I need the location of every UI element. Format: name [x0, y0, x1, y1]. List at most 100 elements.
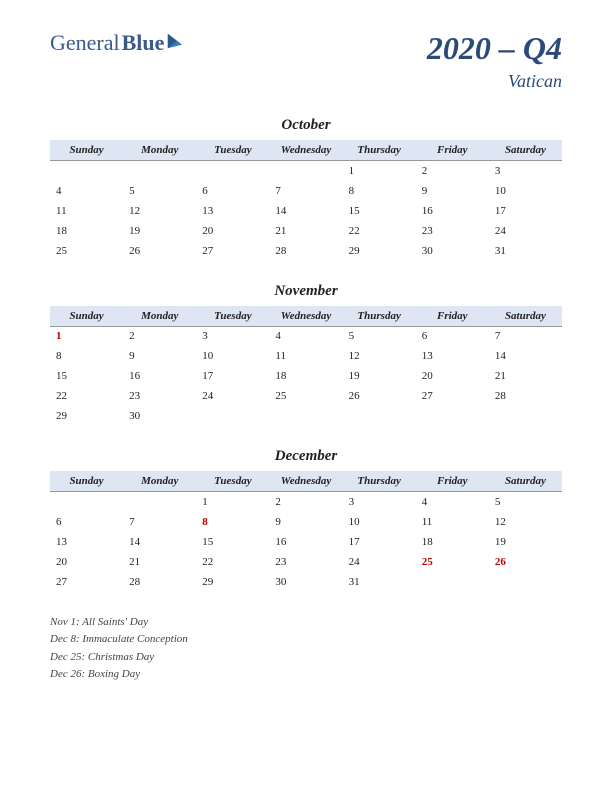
calendar-table: SundayMondayTuesdayWednesdayThursdayFrid…	[50, 140, 562, 261]
day-header: Saturday	[489, 306, 562, 327]
month-block: OctoberSundayMondayTuesdayWednesdayThurs…	[50, 117, 562, 261]
day-cell: 30	[416, 241, 489, 261]
table-row: 2728293031	[50, 572, 562, 592]
day-cell: 17	[196, 366, 269, 386]
logo-text-blue: Blue	[122, 30, 165, 56]
day-header: Thursday	[343, 140, 416, 161]
day-cell: 28	[489, 386, 562, 406]
month-name: November	[50, 283, 562, 300]
holiday-note: Nov 1: All Saints' Day	[50, 614, 562, 632]
logo: General Blue	[50, 30, 184, 56]
day-cell: 16	[123, 366, 196, 386]
day-cell: 30	[123, 406, 196, 426]
day-cell: 27	[416, 386, 489, 406]
day-cell: 25	[416, 552, 489, 572]
day-cell: 26	[489, 552, 562, 572]
day-cell: 8	[343, 181, 416, 201]
holiday-note: Dec 25: Christmas Day	[50, 649, 562, 667]
day-cell: 11	[416, 512, 489, 532]
day-cell: 1	[196, 492, 269, 512]
day-cell: 21	[489, 366, 562, 386]
day-cell: 9	[416, 181, 489, 201]
holiday-note: Dec 8: Immaculate Conception	[50, 631, 562, 649]
day-cell	[269, 161, 342, 181]
holiday-note: Dec 26: Boxing Day	[50, 666, 562, 684]
day-cell	[343, 406, 416, 426]
day-cell: 2	[416, 161, 489, 181]
day-cell: 14	[269, 201, 342, 221]
day-header: Wednesday	[269, 306, 342, 327]
day-cell	[489, 572, 562, 592]
day-cell: 24	[196, 386, 269, 406]
day-cell: 8	[196, 512, 269, 532]
day-cell: 20	[196, 221, 269, 241]
day-cell: 15	[50, 366, 123, 386]
table-row: 1234567	[50, 326, 562, 346]
day-cell: 16	[269, 532, 342, 552]
day-cell: 14	[489, 346, 562, 366]
day-cell: 9	[269, 512, 342, 532]
day-cell: 21	[269, 221, 342, 241]
day-header: Tuesday	[196, 306, 269, 327]
day-cell: 8	[50, 346, 123, 366]
logo-text-general: General	[50, 30, 120, 56]
table-row: 891011121314	[50, 346, 562, 366]
day-cell: 7	[489, 326, 562, 346]
day-cell: 17	[343, 532, 416, 552]
day-cell: 19	[343, 366, 416, 386]
table-row: 20212223242526	[50, 552, 562, 572]
day-cell: 5	[123, 181, 196, 201]
month-name: December	[50, 448, 562, 465]
day-cell: 25	[50, 241, 123, 261]
table-row: 123	[50, 161, 562, 181]
day-cell: 6	[416, 326, 489, 346]
day-cell: 20	[416, 366, 489, 386]
table-row: 12345	[50, 492, 562, 512]
day-cell: 23	[269, 552, 342, 572]
table-row: 45678910	[50, 181, 562, 201]
day-cell: 12	[343, 346, 416, 366]
day-cell	[416, 406, 489, 426]
day-cell: 21	[123, 552, 196, 572]
day-cell	[50, 161, 123, 181]
day-cell: 30	[269, 572, 342, 592]
day-cell: 29	[196, 572, 269, 592]
table-row: 6789101112	[50, 512, 562, 532]
day-cell: 4	[50, 181, 123, 201]
day-cell: 10	[489, 181, 562, 201]
day-header: Tuesday	[196, 471, 269, 492]
day-header: Monday	[123, 140, 196, 161]
month-block: DecemberSundayMondayTuesdayWednesdayThur…	[50, 448, 562, 592]
day-header: Tuesday	[196, 140, 269, 161]
table-row: 13141516171819	[50, 532, 562, 552]
day-cell	[416, 572, 489, 592]
day-header: Friday	[416, 140, 489, 161]
day-cell	[123, 161, 196, 181]
day-cell: 31	[343, 572, 416, 592]
day-cell: 16	[416, 201, 489, 221]
day-cell: 12	[489, 512, 562, 532]
day-cell: 26	[343, 386, 416, 406]
day-header: Sunday	[50, 471, 123, 492]
day-cell: 22	[50, 386, 123, 406]
day-cell: 22	[343, 221, 416, 241]
day-cell	[50, 492, 123, 512]
day-cell: 9	[123, 346, 196, 366]
day-cell: 3	[196, 326, 269, 346]
day-header: Monday	[123, 471, 196, 492]
header: General Blue 2020 – Q4 Vatican	[50, 30, 562, 92]
day-cell: 27	[196, 241, 269, 261]
day-cell: 6	[50, 512, 123, 532]
day-cell: 2	[123, 326, 196, 346]
day-cell: 3	[343, 492, 416, 512]
day-cell: 26	[123, 241, 196, 261]
day-cell: 19	[123, 221, 196, 241]
day-cell: 7	[123, 512, 196, 532]
logo-triangle-icon	[166, 32, 184, 50]
calendars-container: OctoberSundayMondayTuesdayWednesdayThurs…	[50, 117, 562, 592]
table-row: 15161718192021	[50, 366, 562, 386]
table-row: 11121314151617	[50, 201, 562, 221]
calendar-table: SundayMondayTuesdayWednesdayThursdayFrid…	[50, 306, 562, 427]
day-cell: 12	[123, 201, 196, 221]
day-cell: 28	[269, 241, 342, 261]
